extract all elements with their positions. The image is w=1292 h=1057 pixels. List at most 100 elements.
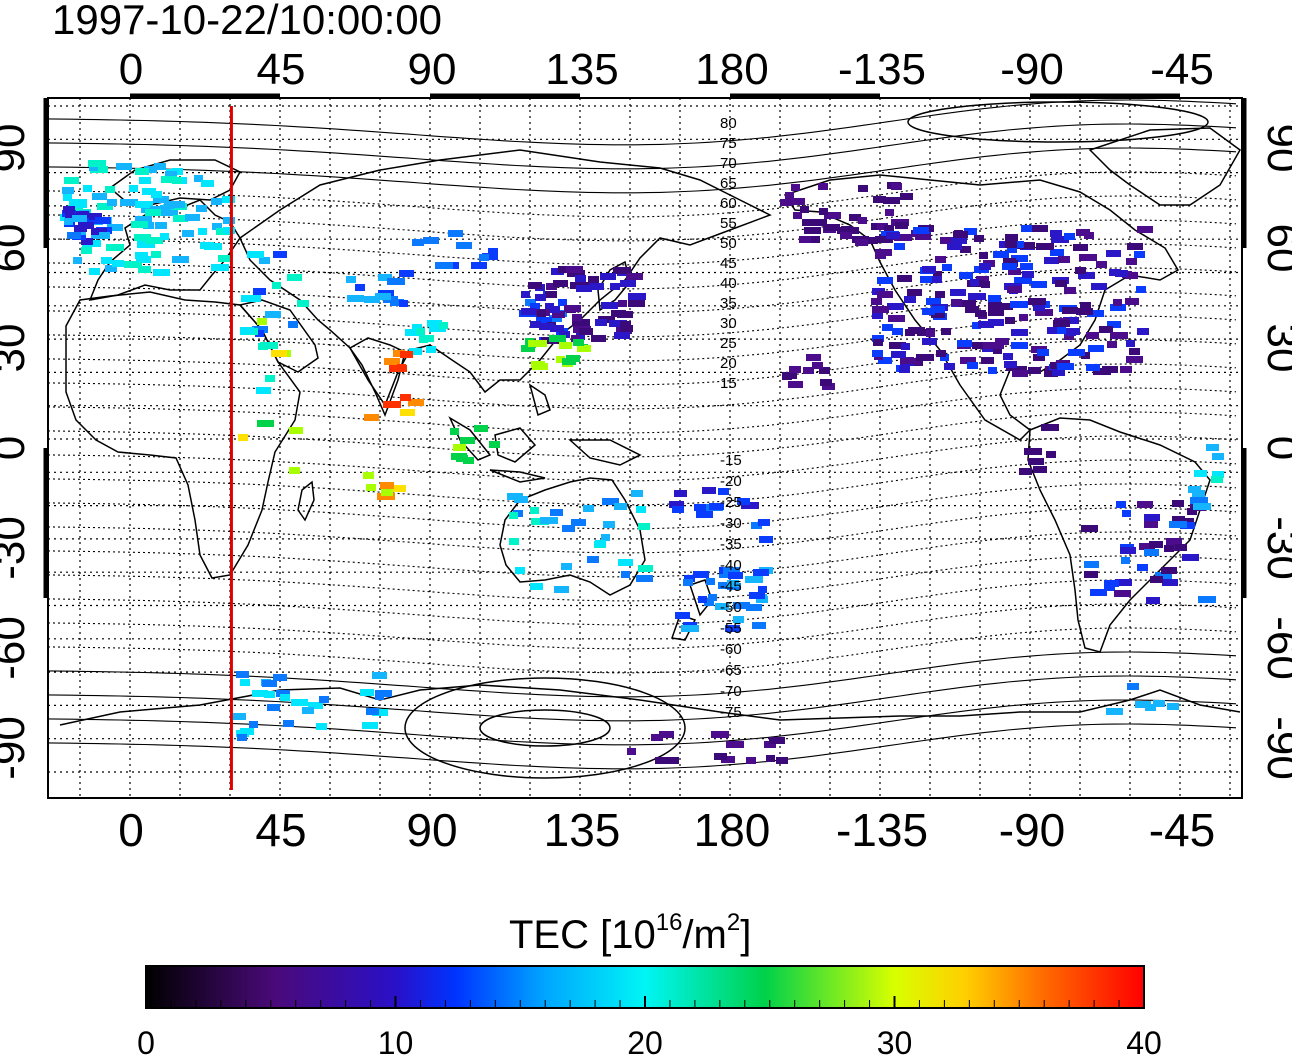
tec-pixel (362, 722, 378, 729)
tec-pixel (482, 253, 498, 260)
tec-pixel (69, 199, 87, 206)
tec-pixel (651, 734, 663, 741)
magnetic-contour-line (48, 147, 1237, 194)
tec-pixel (173, 215, 188, 222)
magnetic-contour-line (48, 675, 1237, 722)
tec-pixel (88, 160, 106, 167)
tec-pixel (422, 335, 434, 342)
tec-pixel (628, 300, 645, 307)
tec-pixel (1134, 251, 1145, 258)
tec-pixel (1206, 444, 1219, 451)
tec-pixel (81, 238, 93, 245)
tec-pixel (940, 237, 954, 244)
tec-pixel (453, 444, 466, 451)
magnetic-pole-contour (907, 101, 1209, 143)
tec-pixel (878, 357, 892, 364)
tec-pixel (916, 354, 934, 361)
tec-pixel (981, 357, 994, 364)
tec-pixel (257, 318, 267, 325)
tec-pixel (556, 356, 565, 363)
tec-pixel (935, 256, 946, 263)
tec-pixel (1125, 298, 1139, 305)
tec-pixel (1198, 596, 1216, 603)
tec-pixel (1090, 589, 1107, 596)
tec-pixel (521, 308, 536, 315)
tec-pixel (704, 599, 714, 606)
tec-pixel (106, 244, 124, 251)
right-latitude-axis: 90 60 30 0 -30 -60 -90 (1258, 124, 1292, 780)
tec-pixel (387, 278, 405, 285)
tec-pixel (1149, 541, 1163, 548)
tec-pixel (694, 504, 706, 511)
tec-pixel (172, 256, 189, 263)
tec-pixel (752, 622, 766, 629)
tec-pixel (289, 467, 300, 474)
tec-pixel (791, 184, 800, 191)
top-longitude-axis: 0 45 90 135 180 -135 -90 -45 (119, 45, 1214, 94)
tec-pixel (782, 372, 797, 379)
tec-pixel (561, 563, 572, 570)
tec-pixel (567, 270, 585, 277)
tec-pixel (803, 367, 814, 374)
tec-pixel (319, 696, 329, 703)
tec-pixel (1137, 226, 1153, 233)
tec-pixel (68, 205, 83, 212)
tec-pixel (448, 230, 463, 237)
tec-pixel (915, 233, 931, 240)
tec-pixel (97, 203, 113, 210)
tec-pixel (824, 224, 840, 231)
tec-pixel (601, 302, 618, 309)
tec-pixel (297, 300, 309, 307)
latitude-tick-label: -90 (0, 716, 34, 780)
tec-pixel (145, 209, 161, 216)
tec-pixel (1033, 304, 1045, 311)
tec-pixel (399, 300, 408, 307)
tec-pixel (922, 338, 937, 345)
tec-pixel (564, 305, 581, 312)
tec-pixel (820, 379, 832, 386)
tec-pixel (877, 291, 893, 298)
tec-pixel (960, 357, 976, 364)
tec-pixel (579, 328, 593, 335)
tec-pixel (101, 257, 112, 264)
tec-pixel (988, 302, 1002, 309)
tec-pixel (1136, 286, 1146, 293)
tec-pixel (1106, 708, 1123, 715)
tec-pixel (1183, 518, 1194, 525)
tec-pixel (819, 208, 828, 215)
tec-pixel (316, 723, 327, 730)
tec-pixel (237, 734, 247, 741)
tec-pixel (456, 242, 472, 249)
tec-pixel (1028, 298, 1046, 305)
tec-pixel (1035, 309, 1053, 316)
tec-pixel (381, 489, 393, 496)
tec-pixel (347, 295, 364, 302)
tec-pixel (463, 457, 474, 464)
magnetic-contour-line (48, 99, 1237, 146)
tec-pixel (920, 276, 937, 283)
tec-pixel (638, 565, 653, 572)
tec-pixel (554, 586, 569, 593)
tec-pixel (572, 319, 590, 326)
magnetic-latitude-label: 70 (720, 155, 737, 172)
tec-pixel (979, 263, 991, 270)
tec-pixel (967, 362, 978, 369)
tec-pixel (988, 309, 1004, 316)
tec-pixel (537, 310, 546, 317)
tec-pixel (638, 523, 650, 530)
tec-pixel (970, 279, 979, 286)
tec-pixel (264, 691, 275, 698)
tec-pixel (60, 214, 69, 221)
tec-pixel (521, 291, 530, 298)
tec-pixel (897, 275, 912, 282)
colorbar-title: TEC [1016/m2] (509, 909, 751, 957)
tec-pixel (1011, 342, 1028, 349)
tec-pixel (746, 757, 756, 764)
tec-pixel (714, 753, 727, 760)
tec-pixel (696, 511, 713, 518)
tec-pixel (1144, 514, 1160, 521)
tec-pixel (1091, 283, 1107, 290)
graticule-grid (48, 98, 1242, 798)
tec-pixel (959, 272, 973, 279)
tec-pixel (800, 206, 809, 213)
